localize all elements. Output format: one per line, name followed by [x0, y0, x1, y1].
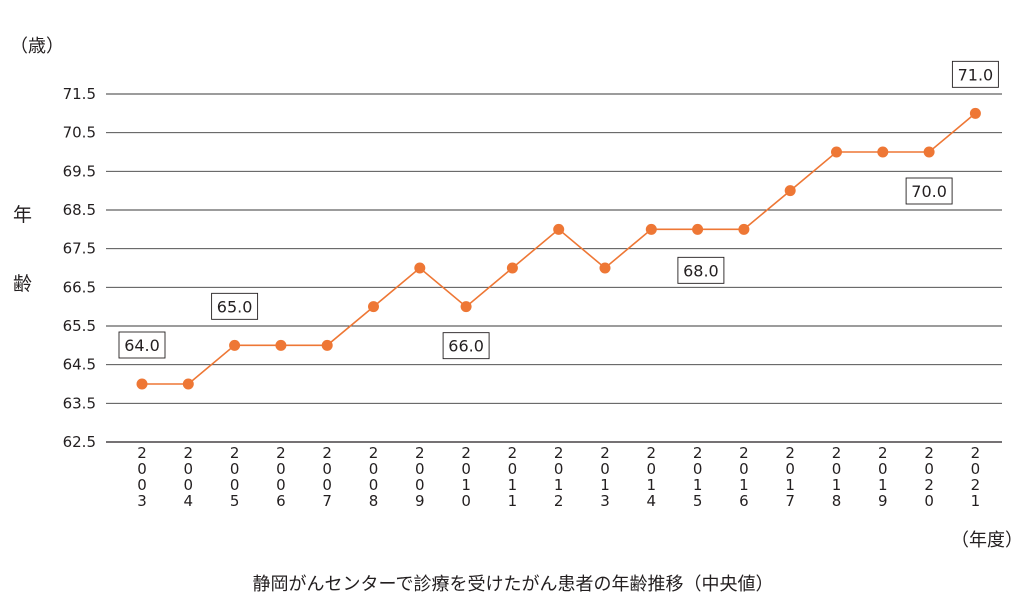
- y-tick-label: 70.5: [63, 124, 96, 142]
- data-point: [738, 223, 750, 235]
- y-tick-label: 65.5: [63, 317, 96, 335]
- data-label: 65.0: [211, 292, 259, 320]
- y-tick-label: 62.5: [63, 433, 96, 451]
- y-unit-label: （歳）: [10, 36, 64, 57]
- data-label: 64.0: [118, 331, 166, 359]
- y-tick-label: 64.5: [63, 356, 96, 374]
- y-tick-label: 67.5: [63, 240, 96, 258]
- svg-text:68.0: 68.0: [683, 261, 719, 280]
- svg-text:64.0: 64.0: [124, 336, 160, 355]
- y-tick-labels: 71.5 70.5 69.5 68.5 67.5 66.5 65.5 64.5 63.5 62.5: [63, 85, 96, 451]
- data-point: [831, 146, 842, 158]
- y-tick-label: 69.5: [63, 162, 96, 180]
- data-point: [321, 339, 333, 351]
- data-points: [136, 107, 981, 390]
- y-tick-label: 66.5: [63, 278, 96, 296]
- data-point: [368, 301, 379, 313]
- y-tick-label: 63.5: [63, 394, 96, 412]
- y-tick-label: 71.5: [63, 85, 96, 103]
- data-label: 71.0: [951, 60, 999, 88]
- data-point: [229, 339, 241, 351]
- data-point: [275, 339, 287, 351]
- y-axis-label-char-1: 年: [13, 204, 32, 226]
- svg-text:66.0: 66.0: [448, 337, 484, 356]
- data-point: [414, 262, 426, 274]
- data-point: [599, 262, 611, 274]
- x-tick-labels: 2 0 0 3 2 0 0 4 2 0 0 5 2 0 0 6 2 0 0 7 2 0 0 8 2 0 0 9 2 0 1 0 2 0 1 1 2 0 1 2…: [137, 444, 980, 510]
- data-point: [877, 146, 889, 158]
- data-label: 68.0: [677, 256, 725, 284]
- data-point: [645, 223, 657, 235]
- data-point: [182, 378, 194, 390]
- data-point: [692, 223, 704, 235]
- data-labels: 64.0 65.0 66.0 68.0 70.0 71.0: [118, 60, 999, 360]
- data-point: [553, 223, 565, 235]
- gridlines: [106, 93, 1002, 443]
- data-label: 66.0: [442, 332, 490, 360]
- data-point: [784, 185, 796, 197]
- y-tick-label: 68.5: [63, 201, 96, 219]
- data-point: [460, 301, 472, 313]
- data-point: [136, 378, 148, 390]
- y-axis-label-char-2: 齢: [13, 273, 32, 295]
- x-unit-label: （年度）: [951, 530, 1023, 551]
- chart-title: 静岡がんセンターで診療を受けたがん患者の年齢推移（中央値）: [253, 574, 774, 595]
- data-point: [506, 262, 518, 274]
- data-point: [969, 107, 981, 119]
- svg-text:70.0: 70.0: [911, 182, 947, 201]
- svg-text:71.0: 71.0: [958, 65, 994, 84]
- data-label: 70.0: [905, 177, 953, 205]
- svg-text:65.0: 65.0: [217, 297, 253, 316]
- data-point: [923, 146, 935, 158]
